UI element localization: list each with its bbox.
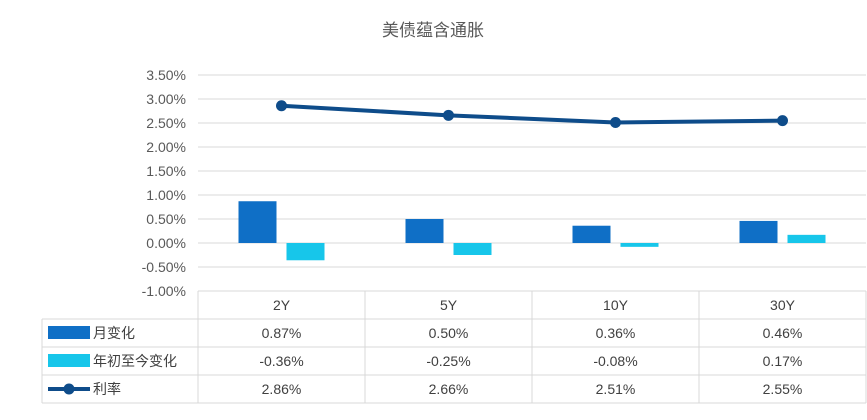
table-value: -0.36% — [259, 353, 303, 369]
y-tick-label: 0.50% — [146, 211, 186, 227]
table-value: -0.25% — [426, 353, 470, 369]
table-value: 2.86% — [262, 381, 302, 397]
bars — [238, 201, 826, 261]
table-value: 0.87% — [262, 325, 302, 341]
y-tick-label: -1.00% — [142, 283, 186, 299]
bar-monthly-change — [572, 225, 611, 243]
chart-title: 美债蕴含通胀 — [382, 21, 484, 40]
legend-marker — [63, 383, 75, 395]
rate-point — [276, 100, 287, 112]
table-value: 0.46% — [763, 325, 803, 341]
bar-monthly-change — [739, 220, 778, 243]
legend-swatch — [48, 354, 90, 367]
y-axis: 3.50% 3.00% 2.50% 2.00% 1.50% 1.00% 0.50% 0.00%… — [142, 67, 186, 299]
y-tick-label: 1.00% — [146, 187, 186, 203]
category-label: 2Y — [273, 297, 291, 313]
y-tick-label: 3.00% — [146, 91, 186, 107]
table-value: 0.50% — [429, 325, 469, 341]
legend-label: 月变化 — [93, 325, 135, 341]
bar-ytd-change — [620, 243, 659, 247]
y-tick-label: 3.50% — [146, 67, 186, 83]
rate-point — [610, 117, 621, 129]
y-tick-label: 2.00% — [146, 139, 186, 155]
y-tick-label: 2.50% — [146, 115, 186, 131]
legend-swatch — [48, 326, 90, 339]
table-value: -0.08% — [593, 353, 637, 369]
rate-point — [777, 115, 788, 127]
category-label: 30Y — [770, 297, 796, 313]
data-table: 2Y 5Y 10Y 30Y 月变化 0.87% 0.50% 0.36% 0.46% 年初至今变化 -… — [41, 290, 867, 404]
bar-monthly-change — [238, 201, 277, 243]
bar-ytd-change — [453, 243, 492, 255]
bar-monthly-change — [405, 219, 444, 243]
legend-label: 利率 — [93, 381, 121, 397]
category-label: 10Y — [603, 297, 629, 313]
rate-line — [276, 100, 788, 129]
y-tick-label: -0.50% — [142, 259, 186, 275]
y-tick-label: 0.00% — [146, 235, 186, 251]
table-value: 2.55% — [763, 381, 803, 397]
rate-line-path — [281, 103, 783, 125]
table-value: 0.36% — [596, 325, 636, 341]
category-label: 5Y — [440, 297, 458, 313]
table-value: 2.66% — [429, 381, 469, 397]
legend-label: 年初至今变化 — [93, 353, 177, 369]
rate-point — [443, 109, 454, 121]
table-value: 2.51% — [596, 381, 636, 397]
bar-ytd-change — [286, 243, 325, 261]
table-value: 0.17% — [763, 353, 803, 369]
bar-ytd-change — [787, 234, 826, 243]
y-tick-label: 1.50% — [146, 163, 186, 179]
